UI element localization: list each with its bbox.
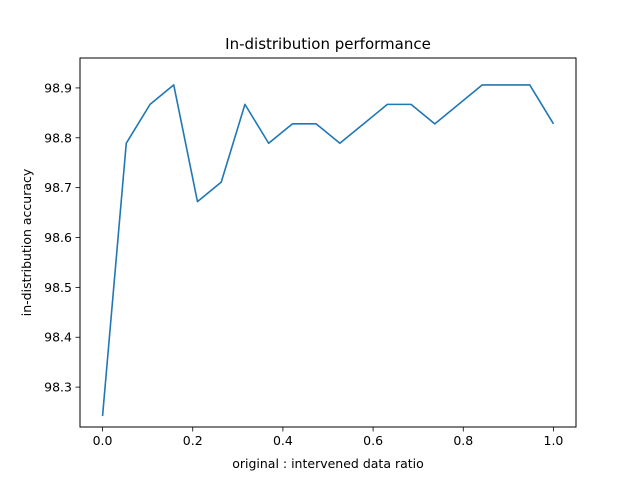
y-tick-label: 98.3 xyxy=(44,380,72,395)
x-tick-label: 0.2 xyxy=(183,433,203,448)
series-line xyxy=(101,84,555,417)
x-tick-label: 0.8 xyxy=(453,433,473,448)
y-tick-label: 98.5 xyxy=(44,280,72,295)
y-axis-label: in-distribution accuracy xyxy=(19,168,34,316)
x-tick-label: 0.4 xyxy=(273,433,293,448)
x-axis-label: original : intervened data ratio xyxy=(232,456,424,471)
y-axis: 98.3 98.4 98.5 98.6 98.7 98.8 98.9 xyxy=(44,80,80,395)
x-tick-label: 0.0 xyxy=(93,433,113,448)
axes-frame xyxy=(79,57,577,428)
y-tick-label: 98.6 xyxy=(44,230,72,245)
x-tick-label: 1.0 xyxy=(544,433,564,448)
x-tick-label: 0.6 xyxy=(363,433,383,448)
y-tick-label: 98.7 xyxy=(44,180,72,195)
chart-title: In-distribution performance xyxy=(225,35,431,53)
y-tick-label: 98.9 xyxy=(44,80,72,95)
y-tick-label: 98.4 xyxy=(44,330,72,345)
plot-area xyxy=(101,84,555,417)
x-axis: 0.0 0.2 0.4 0.6 0.8 1.0 xyxy=(93,427,564,448)
y-tick-label: 98.8 xyxy=(44,130,72,145)
